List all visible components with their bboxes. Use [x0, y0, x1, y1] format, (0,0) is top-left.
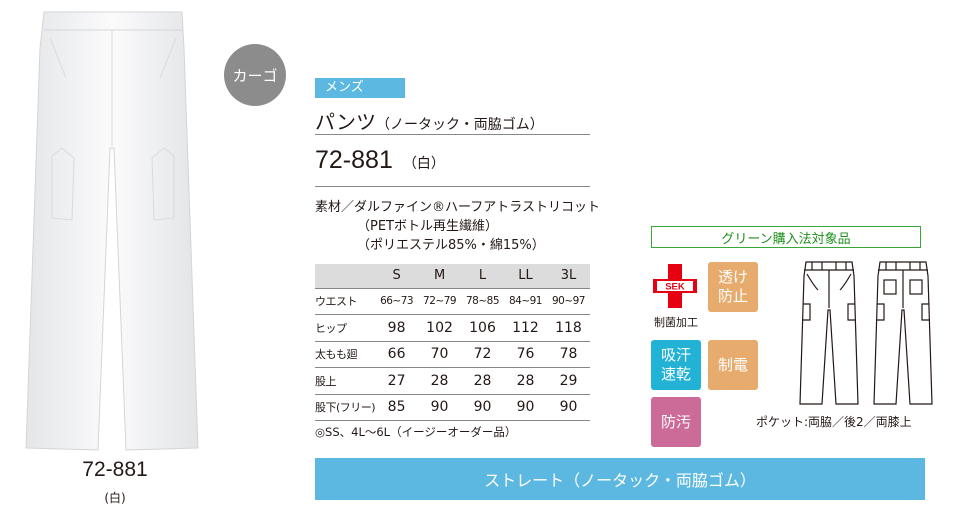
table-cell: 28	[418, 367, 462, 395]
table-cell: 70	[418, 341, 462, 368]
table-cell: 72	[461, 341, 504, 368]
table-cell: 28	[461, 367, 504, 395]
table-cell: 29	[546, 367, 590, 395]
quick-dry-badge: 吸汗速乾	[651, 340, 701, 390]
table-cell: 90	[546, 394, 590, 421]
table-cell: 78~85	[461, 288, 504, 315]
pants-back-drawing	[873, 261, 933, 405]
table-cell: 98	[375, 314, 419, 342]
green-purchase-label: グリーン購入法対象品	[651, 226, 921, 248]
product-name-main: パンツ	[315, 110, 376, 134]
pocket-note: ポケット:両脇／後2／両膝上	[756, 415, 912, 429]
divider	[315, 134, 590, 135]
row-label: 太もも廻	[315, 341, 376, 368]
size-table-header: S M L LL 3L	[315, 264, 590, 289]
table-cell: 76	[504, 341, 547, 368]
row-label: 股下(フリー)	[315, 394, 376, 421]
sek-mark-text: SEK	[665, 282, 685, 293]
material-info: 素材／ダルファイン®ハーフアトラストリコット （PETボトル再生繊維） （ポリエ…	[315, 198, 600, 255]
table-cell: 66	[375, 341, 419, 368]
row-label: 股上	[315, 367, 376, 395]
product-photo	[25, 11, 199, 451]
table-row: 股上 27 28 28 28 29	[315, 367, 590, 395]
photo-product-code: 72-881	[82, 458, 148, 481]
material-line: 素材／ダルファイン®ハーフアトラストリコット	[315, 200, 600, 215]
divider	[315, 186, 590, 187]
product-name-detail: （ノータック・両脇ゴム）	[376, 117, 544, 133]
style-banner: ストレート（ノータック・両脇ゴム）	[315, 458, 925, 500]
table-cell: 112	[504, 314, 547, 342]
table-cell: 72~79	[418, 288, 462, 315]
gender-tag: メンズ	[315, 78, 405, 98]
size-table: S M L LL 3L ウエスト 66~73 72~79 78~85 84~91…	[315, 264, 590, 421]
table-row: 太もも廻 66 70 72 76 78	[315, 341, 590, 368]
table-cell: 90~97	[546, 288, 590, 315]
sek-caption: 制菌加工	[654, 316, 698, 329]
table-cell: 90	[418, 394, 462, 421]
material-line: （PETボトル再生繊維）	[357, 219, 498, 234]
pants-technical-drawings	[799, 261, 933, 405]
header-cell: M	[418, 264, 462, 289]
table-cell: 78	[546, 341, 590, 368]
table-row: ヒップ 98 102 106 112 118	[315, 314, 590, 342]
table-cell: 27	[375, 367, 419, 395]
photo-color-label: (白)	[104, 491, 126, 505]
header-cell: S	[375, 264, 419, 289]
table-row: ウエスト 66~73 72~79 78~85 84~91 90~97	[315, 288, 590, 315]
header-cell: L	[461, 264, 504, 289]
header-cell: 3L	[546, 264, 590, 289]
table-cell: 118	[546, 314, 590, 342]
table-cell: 90	[504, 394, 547, 421]
quick-dry-label: 吸汗速乾	[660, 346, 691, 383]
table-cell: 28	[504, 367, 547, 395]
pants-front-drawing	[799, 261, 859, 405]
table-cell: 102	[418, 314, 462, 342]
row-label: ウエスト	[315, 288, 376, 315]
table-row: 股下(フリー) 85 90 90 90 90	[315, 394, 590, 421]
anti-static-badge: 制電	[708, 340, 758, 390]
header-cell: LL	[504, 264, 547, 289]
header-cell	[315, 264, 376, 289]
product-code-color: （白）	[402, 156, 445, 172]
table-cell: 85	[375, 394, 419, 421]
material-line: （ポリエステル85%・綿15%）	[357, 238, 545, 253]
product-code-number: 72-881	[315, 146, 393, 174]
other-sizes-note: ◎SS、4L～6L（イージーオーダー品）	[315, 425, 517, 439]
table-cell: 90	[461, 394, 504, 421]
product-code: 72-881 （白）	[315, 146, 445, 175]
row-label: ヒップ	[315, 314, 376, 342]
table-cell: 106	[461, 314, 504, 342]
sek-cross-icon: SEK	[653, 264, 697, 308]
table-cell: 66~73	[375, 288, 419, 315]
see-through-prevention-label: 透け防止	[717, 268, 748, 305]
see-through-prevention-badge: 透け防止	[708, 262, 758, 312]
table-cell: 84~91	[504, 288, 547, 315]
product-name: パンツ（ノータック・両脇ゴム）	[315, 106, 544, 135]
cargo-badge: カーゴ	[224, 44, 286, 106]
stain-resistant-badge: 防汚	[651, 397, 701, 447]
